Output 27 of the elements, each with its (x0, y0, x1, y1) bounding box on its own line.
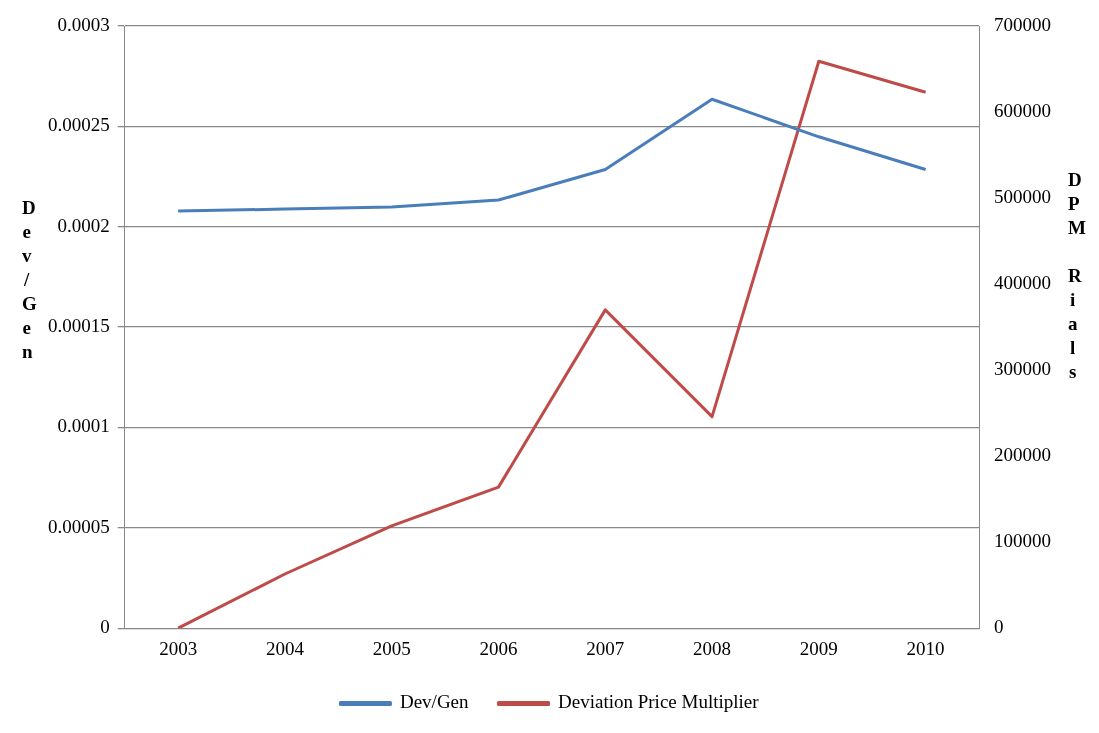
x-tick-label: 2004 (265, 637, 305, 659)
legend-label: Dev/Gen (399, 691, 470, 713)
y-tick-label: 0.0001 (57, 415, 110, 437)
y2-tick-label: 300000 (994, 358, 1051, 380)
y-tick-label: 0.0003 (57, 13, 110, 35)
x-tick-label: 2006 (479, 637, 518, 659)
x-tick-label: 2003 (159, 637, 198, 659)
y-tick-label: 0.0002 (57, 214, 110, 236)
x-tick-label: 2008 (693, 637, 732, 659)
x-tick-label: 2010 (906, 637, 945, 659)
x-tick-label: 2005 (372, 637, 411, 659)
y2-tick-label: 400000 (994, 272, 1051, 294)
y-tick-label: 0.00015 (48, 315, 110, 337)
x-tick-label: 2009 (799, 637, 838, 659)
y2-tick-label: 100000 (994, 530, 1051, 552)
y2-tick-label: 500000 (994, 186, 1051, 208)
y-tick-label: 0.00005 (48, 515, 110, 537)
y-axis-title: Dev/Gen (22, 196, 37, 364)
y2-tick-label: 700000 (994, 13, 1051, 35)
y2-tick-label: 600000 (994, 100, 1051, 122)
legend-label: Deviation Price Multiplier (558, 691, 760, 713)
y-tick-label: 0.00025 (48, 114, 110, 136)
text: DPM Rials (1068, 169, 1086, 382)
y-tick-label: 0 (100, 616, 110, 638)
y2-tick-label: 0 (994, 616, 1004, 638)
y2-tick-label: 200000 (994, 444, 1051, 466)
x-tick-label: 2007 (586, 637, 625, 659)
